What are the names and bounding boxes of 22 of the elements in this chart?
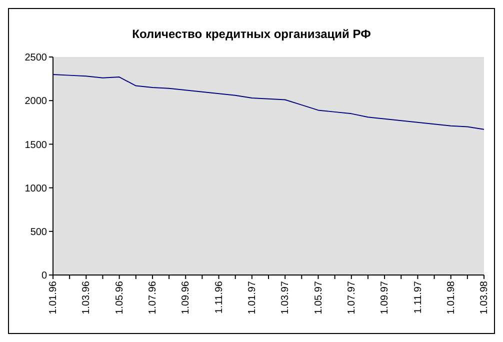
x-tick-label: 1.09.96 <box>180 280 192 314</box>
line-series <box>52 74 484 130</box>
x-tick-label: 1.11.96 <box>214 280 225 314</box>
x-tick-label: 1.01.98 <box>446 280 457 314</box>
x-tick-label: 1.09.97 <box>380 280 391 314</box>
x-tick-label: 1.05.97 <box>313 280 324 314</box>
y-tick-label: 2500 <box>24 52 48 64</box>
y-tick-label: 1000 <box>24 183 48 194</box>
chart-title: Количество кредитных организаций РФ <box>131 26 372 43</box>
x-tick-label: 1.03.98 <box>479 280 490 314</box>
x-tick-label: 1.03.97 <box>280 280 292 314</box>
x-tick-label: 1.07.96 <box>148 280 159 314</box>
x-tick-label: 1.01.97 <box>247 280 258 314</box>
y-tick-label: 2000 <box>24 96 48 108</box>
x-tick-label: 1.07.97 <box>346 280 358 314</box>
y-tick-label: 500 <box>30 226 48 238</box>
y-tick-label: 1500 <box>24 140 48 151</box>
x-tick-label: 1.03.96 <box>81 280 92 314</box>
x-tick-label: 1.01.96 <box>48 280 60 314</box>
y-tick-label: 0 <box>41 270 48 282</box>
x-tick-label: 1.05.96 <box>114 280 126 314</box>
x-tick-label: 1.11.97 <box>412 280 424 314</box>
